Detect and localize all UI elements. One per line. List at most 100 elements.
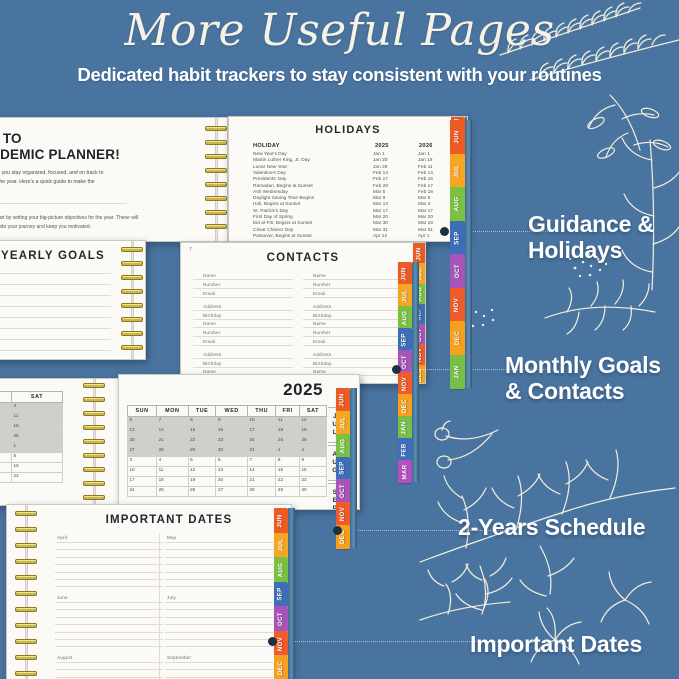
important-dates-line[interactable]	[165, 631, 273, 633]
planner-page-partial-calendar[interactable]: THUFRISAT2349101116171823242530311678131…	[0, 378, 119, 506]
month-tab-sep[interactable]: SEP	[398, 328, 412, 351]
calendar-day-cell[interactable]: 11	[275, 416, 300, 427]
contacts-field-line[interactable]	[303, 327, 403, 328]
important-dates-line[interactable]	[165, 549, 273, 551]
calendar-day-cell[interactable]: 23	[215, 436, 248, 447]
calendar-day-cell[interactable]: 29	[187, 446, 217, 457]
calendar-day-cell[interactable]: 22	[275, 476, 300, 487]
month-tab-stack-schedule[interactable]: JUN JUL AUG SEP OCT NOV DEC	[336, 388, 357, 549]
calendar-day-cell[interactable]: 14	[156, 426, 189, 437]
contacts-field-line[interactable]	[303, 336, 403, 337]
calendar-day-cell[interactable]: 9	[215, 416, 248, 427]
yearly-goal-line[interactable]	[0, 350, 111, 351]
important-dates-line[interactable]	[165, 586, 273, 588]
calendar-day-cell[interactable]: 1	[275, 446, 300, 457]
calendar-day-cell[interactable]: 6	[126, 416, 158, 427]
yearly-goal-line[interactable]	[0, 306, 111, 307]
important-dates-line[interactable]	[165, 646, 273, 648]
contacts-field-line[interactable]	[303, 288, 403, 289]
month-tab-sep[interactable]: SEP	[274, 581, 288, 608]
month-tab-feb[interactable]: FEB	[398, 438, 412, 461]
calendar-day-cell[interactable]: 3	[126, 456, 158, 467]
calendar-day-cell[interactable]: 27	[215, 486, 248, 497]
yearly-goal-line[interactable]	[0, 328, 111, 329]
month-tab-jan[interactable]: JAN	[398, 416, 412, 439]
month-tab-nov[interactable]: NOV	[274, 630, 288, 657]
calendar-day-cell[interactable]: 21	[156, 436, 189, 447]
calendar-day-cell[interactable]: 21	[0, 472, 13, 483]
month-tab-jul[interactable]: JUL	[450, 153, 465, 188]
important-dates-line[interactable]	[165, 609, 273, 611]
month-tab-sep[interactable]: SEP	[336, 456, 350, 481]
calendar-day-cell[interactable]: 16	[298, 466, 328, 477]
calendar-day-cell[interactable]: 28	[246, 486, 277, 497]
calendar-day-cell[interactable]: 25	[11, 432, 63, 443]
month-tab-jun[interactable]: JUN	[336, 388, 350, 412]
contacts-field-line[interactable]	[303, 297, 403, 298]
calendar-day-cell[interactable]: 2	[298, 446, 328, 457]
calendar-day-cell[interactable]: 12	[298, 416, 328, 427]
important-dates-line[interactable]	[165, 669, 273, 671]
yearly-goal-line[interactable]	[0, 284, 111, 285]
month-tab-nov[interactable]: NOV	[398, 372, 412, 395]
contacts-field-line[interactable]	[193, 279, 293, 280]
calendar-day-cell[interactable]: 7	[0, 452, 13, 463]
calendar-day-cell[interactable]: 8	[275, 456, 300, 467]
important-dates-line[interactable]	[55, 556, 163, 558]
contacts-field-line[interactable]	[193, 327, 293, 328]
month-tab-mar[interactable]: MAR	[398, 460, 412, 483]
contacts-field-line[interactable]	[303, 345, 403, 346]
contacts-field-line[interactable]	[303, 310, 403, 311]
important-dates-line[interactable]	[55, 542, 163, 543]
important-dates-line[interactable]	[55, 571, 163, 573]
important-dates-line[interactable]	[55, 669, 163, 671]
month-tab-jul[interactable]: JUL	[398, 284, 412, 307]
calendar-day-cell[interactable]: 15	[187, 426, 217, 437]
yearly-goal-line[interactable]	[0, 273, 111, 274]
month-tab-nov[interactable]: NOV	[336, 502, 350, 527]
month-tab-dec[interactable]: DEC	[274, 655, 288, 679]
calendar-day-cell[interactable]: 24	[246, 436, 277, 447]
important-dates-line[interactable]	[55, 549, 163, 551]
yearly-goal-line[interactable]	[0, 295, 111, 296]
important-dates-line[interactable]	[55, 676, 163, 678]
calendar-day-cell[interactable]: 18	[156, 476, 189, 487]
important-dates-line[interactable]	[55, 616, 163, 618]
contacts-field-line[interactable]	[193, 358, 293, 359]
contacts-field-line[interactable]	[303, 319, 403, 320]
important-dates-line[interactable]	[55, 646, 163, 648]
month-tab-oct[interactable]: OCT	[274, 606, 288, 632]
contacts-field-line[interactable]	[303, 367, 403, 368]
calendar-day-cell[interactable]: 12	[187, 466, 217, 477]
calendar-day-cell[interactable]: 4	[11, 402, 63, 413]
important-dates-line[interactable]	[55, 564, 163, 566]
important-dates-line[interactable]	[165, 624, 273, 626]
month-tab-stack-right-main[interactable]: JUN JUL AUG SEP OCT NOV DEC JAN	[450, 120, 472, 389]
important-dates-line[interactable]	[165, 564, 273, 566]
calendar-day-cell[interactable]: 8	[11, 452, 63, 463]
calendar-day-cell[interactable]: 13	[126, 426, 158, 437]
planner-page-welcome[interactable]: WELCOME TO YOUR ACADEMIC PLANNER! This p…	[0, 117, 228, 242]
month-tab-jun[interactable]: JUN	[398, 262, 412, 285]
calendar-day-cell[interactable]: 16	[215, 426, 248, 437]
important-dates-line[interactable]	[165, 571, 273, 573]
important-dates-line[interactable]	[55, 631, 163, 633]
important-dates-line[interactable]	[55, 624, 163, 626]
month-tab-sep[interactable]: SEP	[450, 220, 465, 255]
calendar-day-cell[interactable]: 7	[156, 416, 189, 427]
calendar-day-cell[interactable]: 20	[126, 436, 158, 447]
calendar-day-cell[interactable]: 10	[126, 466, 158, 477]
important-dates-line[interactable]	[165, 579, 273, 580]
calendar-day-cell[interactable]: 23	[298, 476, 328, 487]
yearly-goal-line[interactable]	[0, 317, 111, 318]
planner-page-contacts[interactable]: CONTACTS Name Number Email Address Birthday N…	[180, 242, 426, 384]
calendar-day-cell[interactable]: 14	[246, 466, 277, 477]
calendar-day-cell[interactable]: 29	[275, 486, 300, 497]
contacts-field-line[interactable]	[193, 297, 293, 298]
calendar-day-cell[interactable]: 5	[187, 456, 217, 467]
calendar-day-cell[interactable]: 13	[215, 466, 248, 477]
planner-page-schedule[interactable]: 2025 SUN MON TUE WED THU FRI SAT 6 7 8 9 10 11 12 13 14…	[118, 374, 360, 510]
calendar-day-cell[interactable]: 24	[0, 432, 13, 443]
calendar-day-cell[interactable]: 15	[11, 462, 63, 473]
calendar-day-cell[interactable]: 24	[126, 486, 158, 497]
